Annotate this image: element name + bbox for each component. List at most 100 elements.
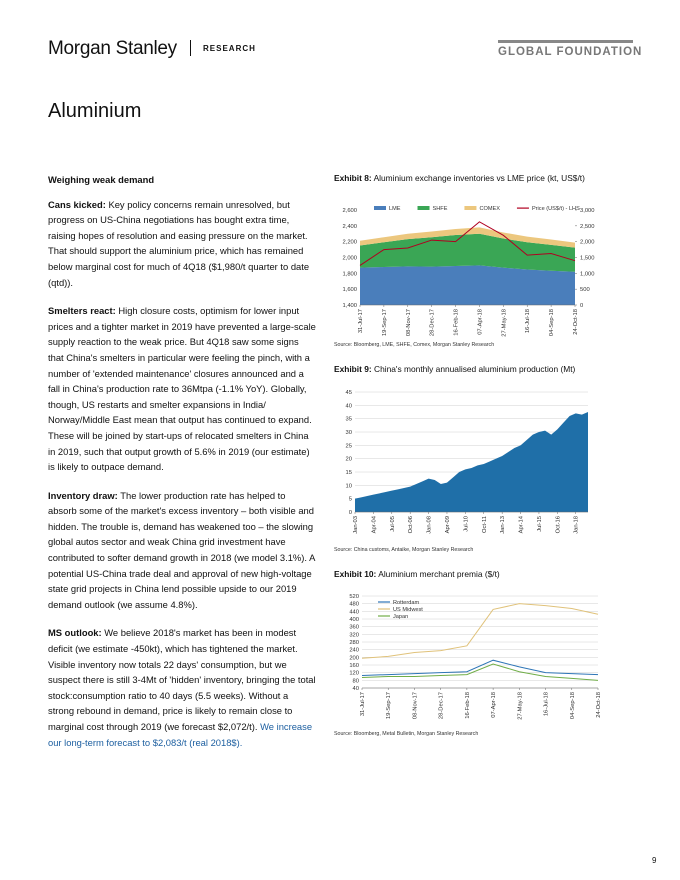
y2-tick-label: 2,000 — [580, 240, 595, 246]
legend-label: US Midwest — [393, 607, 423, 613]
legend-swatch — [516, 207, 529, 209]
x-tick-label: 28-Dec-17 — [439, 692, 445, 719]
legend-label: COMEX — [479, 206, 500, 212]
y-tick-label: 1,400 — [342, 303, 357, 309]
source: Source: Bloomberg, Metal Bulletin, Morga… — [334, 731, 479, 737]
x-tick-label: Oct-11 — [482, 516, 488, 533]
y-tick-label: 160 — [349, 663, 359, 669]
y-tick-label: 520 — [349, 594, 359, 600]
x-tick-label: 27-May-18 — [501, 309, 507, 337]
line — [361, 603, 599, 659]
lead: Cans kicked: — [48, 198, 106, 210]
highlight: We increase our long-term forecast to $2… — [48, 721, 313, 748]
area — [360, 265, 575, 305]
x-tick-label: Jan-08 — [427, 516, 433, 534]
x-tick-label: 08-Nov-17 — [412, 692, 418, 719]
y-tick-label: 240 — [349, 648, 359, 654]
x-tick-label: 31-Jul-17 — [358, 309, 364, 333]
line — [361, 663, 599, 681]
y-tick-label: 360 — [349, 625, 359, 631]
y-tick-label: 400 — [349, 617, 359, 623]
x-tick-label: 19-Sep-17 — [382, 309, 388, 336]
brand: Morgan Stanley — [48, 38, 177, 59]
x-tick-label: 16-Jul-18 — [525, 309, 531, 333]
x-tick-label: 27-May-18 — [517, 692, 523, 720]
y-tick-label: 40 — [346, 403, 352, 409]
x-tick-label: 19-Sep-17 — [386, 692, 392, 719]
paragraph: Inventory draw: The lower production rat… — [48, 488, 316, 613]
legend-swatch — [464, 206, 477, 210]
y-tick-label: 2,600 — [342, 208, 357, 214]
y-tick-label: 80 — [353, 678, 359, 684]
y2-tick-label: 500 — [580, 287, 590, 293]
y-tick-label: 45 — [346, 390, 352, 396]
legend-label: Japan — [393, 614, 408, 620]
body: Weighing weak demand Cans kicked: Key po… — [48, 172, 316, 763]
exhibit-title: Aluminium exchange inventories vs LME pr… — [373, 173, 585, 183]
x-tick-label: 16-Jul-18 — [544, 692, 550, 716]
x-tick-label: 04-Sep-18 — [549, 309, 555, 336]
x-tick-label: 24-Oct-18 — [596, 692, 602, 718]
exhibit-label: Exhibit 9: — [334, 364, 372, 374]
chart: 0 5 10 15 20 25 30 35 40 45 Jan-03 Apr-04 Jul-05 Oct-… — [346, 390, 588, 534]
exhibit-label: Exhibit 10: — [334, 569, 377, 579]
y-tick-label: 10 — [346, 483, 352, 489]
y2-tick-label: 3,000 — [580, 208, 595, 214]
page-number: 9 — [652, 856, 657, 865]
x-tick-label: 28-Dec-17 — [430, 309, 436, 336]
paragraph: Smelters react: High closure costs, opti… — [48, 303, 316, 475]
text: We believe 2018's market has been in mod… — [48, 627, 316, 732]
x-tick-label: Oct-06 — [408, 516, 414, 533]
y-tick-label: 200 — [349, 655, 359, 661]
y2-tick-label: 2,500 — [580, 224, 595, 230]
y-tick-label: 0 — [349, 510, 352, 516]
y-tick-label: 480 — [349, 602, 359, 608]
lead: Inventory draw: — [48, 489, 118, 501]
y-tick-label: 40 — [353, 686, 359, 692]
paragraph: MS outlook: We believe 2018's market has… — [48, 625, 316, 750]
x-tick-label: 07-Apr-18 — [477, 309, 483, 335]
divider — [190, 40, 191, 56]
title: Aluminium — [48, 100, 142, 122]
y-tick-label: 440 — [349, 609, 359, 615]
x-tick-label: Apr-04 — [371, 515, 377, 533]
y-tick-label: 20 — [346, 457, 352, 463]
x-tick-label: Jul-05 — [390, 516, 396, 532]
y-tick-label: 5 — [349, 497, 352, 503]
text: The lower production rate has helped to … — [48, 489, 315, 610]
y-tick-label: 120 — [349, 671, 359, 677]
text: High closure costs, optimism for lower i… — [48, 305, 316, 473]
chart: 1,400 1,600 1,800 2,000 2,200 2,400 2,600 0 500 1… — [342, 206, 595, 337]
x-tick-label: 24-Oct-18 — [573, 309, 579, 335]
y-tick-label: 25 — [346, 443, 352, 449]
x-tick-label: 16-Feb-18 — [465, 692, 471, 719]
paragraph: Cans kicked: Key policy concerns remain … — [48, 197, 316, 291]
x-tick-label: Jul-15 — [537, 516, 543, 532]
x-tick-label: Oct-16 — [555, 516, 561, 533]
x-tick-label: Jan-13 — [500, 516, 506, 534]
exhibit-heading: Exhibit 8: Aluminium exchange inventorie… — [334, 173, 634, 184]
area — [360, 233, 575, 272]
y-tick-label: 2,400 — [342, 224, 357, 230]
legend-label: LME — [389, 206, 401, 212]
y-tick-label: 320 — [349, 632, 359, 638]
text: Key policy concerns remain unresolved, b… — [48, 198, 310, 288]
lead: Smelters react: — [48, 305, 116, 317]
x-tick-label: 07-Apr-18 — [491, 692, 497, 718]
x-tick-label: 16-Feb-18 — [454, 309, 460, 336]
exhibit-title: China's monthly annualised aluminium pro… — [374, 364, 576, 374]
y-tick-label: 15 — [346, 470, 352, 476]
x-tick-label: Jan-18 — [574, 516, 580, 534]
x-tick-label: 04-Sep-18 — [570, 692, 576, 719]
legend-label: Rotterdam — [393, 600, 419, 606]
legend-label: Price (US$/t) - LHS — [532, 206, 580, 212]
source: Source: Bloomberg, LME, SHFE, Comex, Mor… — [334, 342, 495, 348]
line — [359, 221, 576, 266]
y-tick-label: 30 — [346, 430, 352, 436]
y-tick-label: 1,800 — [342, 271, 357, 277]
exhibit-label: Exhibit 8: — [334, 173, 372, 183]
source: Source: China customs, Antaike, Morgan S… — [334, 547, 474, 553]
y-tick-label: 2,000 — [342, 256, 357, 262]
lead: MS outlook: — [48, 627, 102, 639]
